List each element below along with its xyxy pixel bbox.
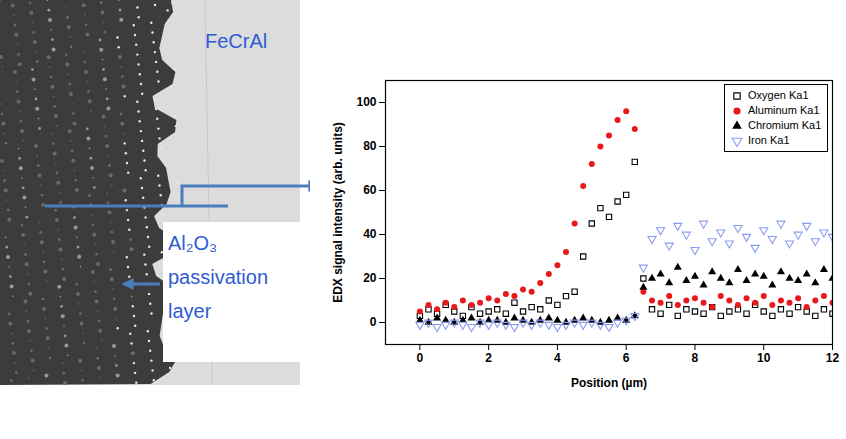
svg-text:2: 2 (485, 351, 492, 365)
svg-text:FeCrAl: FeCrAl (205, 30, 267, 52)
svg-text:8: 8 (692, 351, 699, 365)
svg-text:passivation: passivation (168, 266, 268, 288)
svg-text:20: 20 (363, 271, 377, 285)
svg-text:40: 40 (363, 227, 377, 241)
svg-text:0: 0 (370, 315, 377, 329)
svg-text:Position (µm): Position (µm) (571, 376, 647, 390)
svg-text:Al₂O₃: Al₂O₃ (168, 232, 217, 254)
svg-text:60: 60 (363, 183, 377, 197)
html-text:Iron Ka1: Iron Ka1 (748, 134, 790, 146)
html-text:Oxygen Ka1: Oxygen Ka1 (748, 89, 809, 101)
svg-text:4: 4 (554, 351, 561, 365)
svg-text:layer: layer (168, 300, 212, 322)
svg-text:80: 80 (363, 139, 377, 153)
svg-text:12: 12 (826, 351, 840, 365)
svg-text:6: 6 (623, 351, 630, 365)
svg-text:10: 10 (757, 351, 771, 365)
html-text:Chromium Ka1: Chromium Ka1 (748, 119, 822, 131)
svg-text:0: 0 (417, 351, 424, 365)
html-text:Aluminum Ka1: Aluminum Ka1 (748, 104, 820, 116)
svg-text:100: 100 (356, 95, 376, 109)
svg-text:EDX signal intensity (arb. uni: EDX signal intensity (arb. units) (331, 122, 345, 303)
